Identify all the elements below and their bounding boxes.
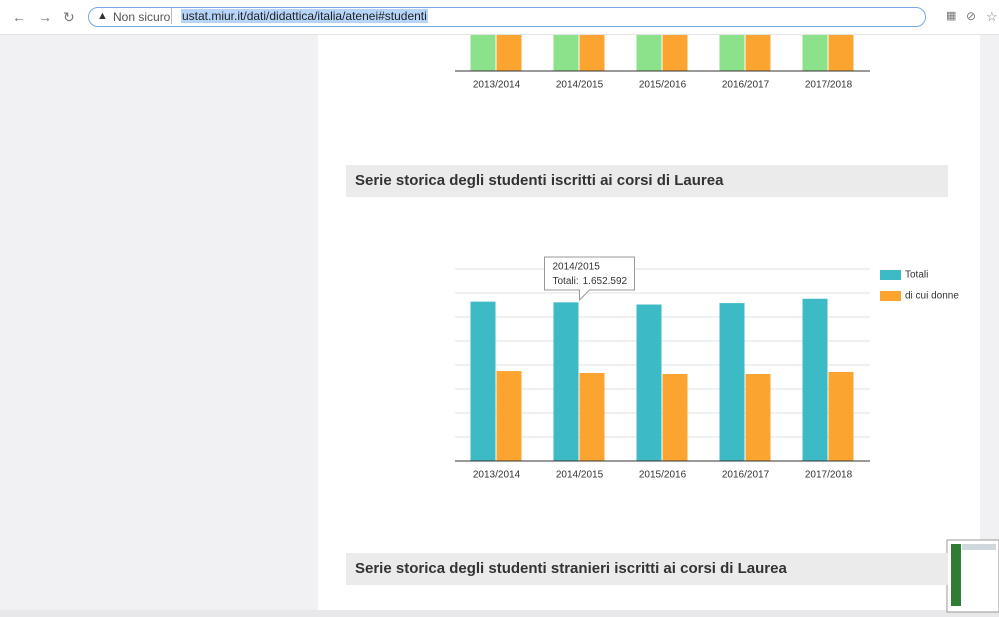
legend-swatch: [880, 291, 901, 301]
bar: [663, 374, 688, 461]
address-bar[interactable]: ▲ Non sicuro ustat.miur.it/dati/didattic…: [88, 7, 926, 27]
extension-icon[interactable]: ⊘: [966, 9, 976, 23]
x-tick-label: 2015/2016: [639, 470, 687, 481]
legend-label: Totali: [905, 270, 928, 281]
x-tick-label: 2017/2018: [805, 470, 853, 481]
bottom-edge: [0, 610, 999, 617]
bookmark-star[interactable]: ☆: [986, 9, 998, 25]
left-sidebar: [0, 0, 318, 617]
section-header: Serie storica degli studenti iscritti ai…: [346, 165, 948, 197]
tooltip-value: 1.652.592: [583, 276, 628, 287]
tooltip-label: Totali:: [553, 276, 579, 287]
browser-window: 2013/2014 2014/2015 2015/2016 2016/2017 2017…: [0, 0, 999, 617]
x-tick-label: 2014/2015: [556, 470, 604, 481]
bar: [497, 371, 522, 461]
reload-button[interactable]: ↻: [63, 9, 75, 26]
url[interactable]: ustat.miur.it/dati/didattica/italia/aten…: [181, 9, 428, 23]
back-button[interactable]: ←: [12, 9, 26, 25]
x-tick-label: 2013/2014: [473, 470, 521, 481]
thumbnail-header: [962, 544, 996, 550]
bar: [829, 372, 854, 461]
x-tick-label: 2014/2015: [556, 80, 604, 91]
page: ustat {"browser": {"security": "Non sicu…: [0, 0, 999, 617]
x-tick-label: 2017/2018: [805, 80, 853, 91]
x-tick-label: 2016/2017: [722, 470, 770, 481]
legend-label: di cui donne: [905, 291, 959, 302]
bar: [720, 303, 745, 461]
tooltip-title: 2014/2015: [553, 262, 601, 273]
bar: [580, 373, 605, 461]
bar: [746, 374, 771, 461]
page-content: 2013/2014 2014/2015 2015/2016 2016/2017 2017…: [0, 0, 999, 617]
bar: [554, 302, 579, 461]
x-tick-label: 2013/2014: [473, 80, 521, 91]
tooltip-text: Totali: 1.652.592: [553, 276, 628, 287]
bar: [637, 305, 662, 461]
legend-swatch: [880, 270, 901, 280]
section-header: Serie storica degli studenti stranieri i…: [346, 553, 948, 585]
extension-icon[interactable]: ▦: [946, 9, 956, 22]
security-label: Non sicuro: [113, 10, 170, 24]
right-gutter: [980, 0, 999, 617]
browser-toolbar: ← → ↻ ▲ Non sicuro ustat.miur.it/dati/di…: [0, 0, 999, 35]
x-tick-label: 2015/2016: [639, 80, 687, 91]
bar: [803, 299, 828, 461]
chart: 2013/2014 2014/2015 2015/2016 2016/2017 2017…: [455, 257, 959, 481]
warning-icon: ▲: [97, 10, 108, 22]
x-tick-label: 2016/2017: [722, 80, 770, 91]
thumbnail-sidebar: [951, 544, 961, 606]
bar: [471, 302, 496, 461]
forward-button[interactable]: →: [38, 9, 52, 25]
